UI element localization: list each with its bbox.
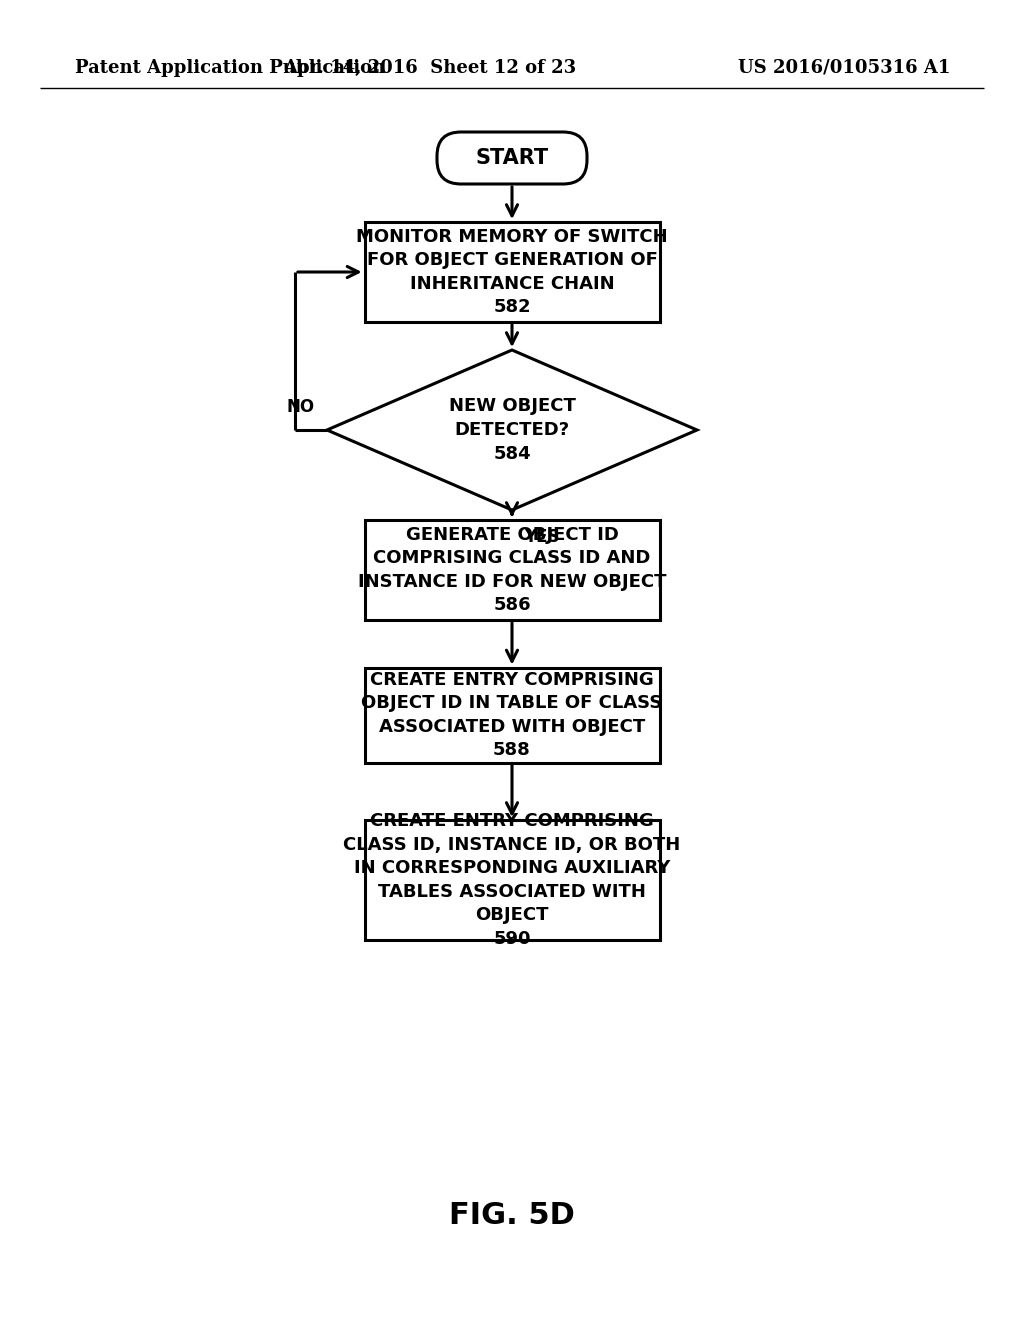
Text: YES: YES — [524, 528, 559, 546]
Text: MONITOR MEMORY OF SWITCH
FOR OBJECT GENERATION OF
INHERITANCE CHAIN
582: MONITOR MEMORY OF SWITCH FOR OBJECT GENE… — [356, 227, 668, 317]
Text: Apr. 14, 2016  Sheet 12 of 23: Apr. 14, 2016 Sheet 12 of 23 — [284, 59, 577, 77]
Bar — [365, 520, 659, 620]
Text: Patent Application Publication: Patent Application Publication — [75, 59, 385, 77]
Text: CREATE ENTRY COMPRISING
CLASS ID, INSTANCE ID, OR BOTH
IN CORRESPONDING AUXILIAR: CREATE ENTRY COMPRISING CLASS ID, INSTAN… — [343, 812, 681, 948]
Text: NEW OBJECT
DETECTED?
584: NEW OBJECT DETECTED? 584 — [449, 397, 575, 462]
Bar — [365, 820, 659, 940]
Polygon shape — [327, 350, 697, 510]
Text: GENERATE OBJECT ID
COMPRISING CLASS ID AND
INSTANCE ID FOR NEW OBJECT
586: GENERATE OBJECT ID COMPRISING CLASS ID A… — [357, 525, 667, 614]
Text: CREATE ENTRY COMPRISING
OBJECT ID IN TABLE OF CLASS
ASSOCIATED WITH OBJECT
588: CREATE ENTRY COMPRISING OBJECT ID IN TAB… — [361, 671, 663, 759]
FancyBboxPatch shape — [437, 132, 587, 183]
Text: US 2016/0105316 A1: US 2016/0105316 A1 — [737, 59, 950, 77]
Text: NO: NO — [287, 399, 315, 416]
Text: START: START — [475, 148, 549, 168]
Bar — [365, 222, 659, 322]
Text: FIG. 5D: FIG. 5D — [450, 1200, 574, 1229]
Bar — [365, 668, 659, 763]
